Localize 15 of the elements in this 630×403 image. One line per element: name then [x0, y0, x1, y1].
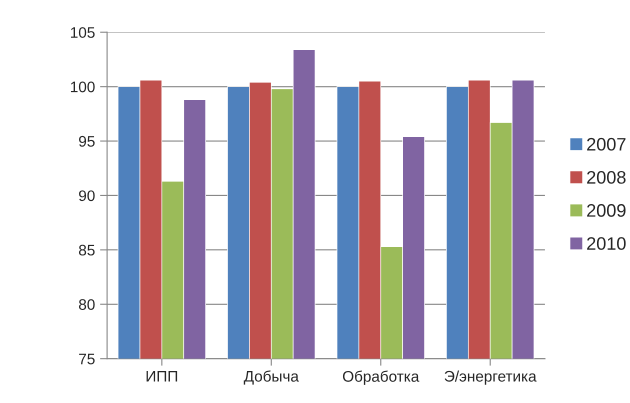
legend-label: 2008 [587, 170, 626, 184]
y-tick-label: 90 [79, 190, 95, 202]
legend-label: 2007 [587, 138, 626, 151]
y-tick-label: 95 [79, 136, 95, 147]
legend-label: 2010 [587, 237, 626, 250]
y-tick-label: 80 [78, 299, 95, 310]
x-tick-label: Обработка [342, 370, 420, 385]
y-tick-label: 105 [70, 27, 95, 38]
legend-label: 2009 [587, 204, 626, 217]
x-tick-label: ИПП [146, 371, 178, 382]
y-tick-label: 75 [79, 354, 95, 364]
y-tick-label: 100 [70, 82, 95, 92]
x-tick-label: Э/энергетика [444, 370, 537, 385]
y-tick-label: 85 [78, 244, 95, 256]
x-tick-label: Добыча [244, 370, 299, 385]
